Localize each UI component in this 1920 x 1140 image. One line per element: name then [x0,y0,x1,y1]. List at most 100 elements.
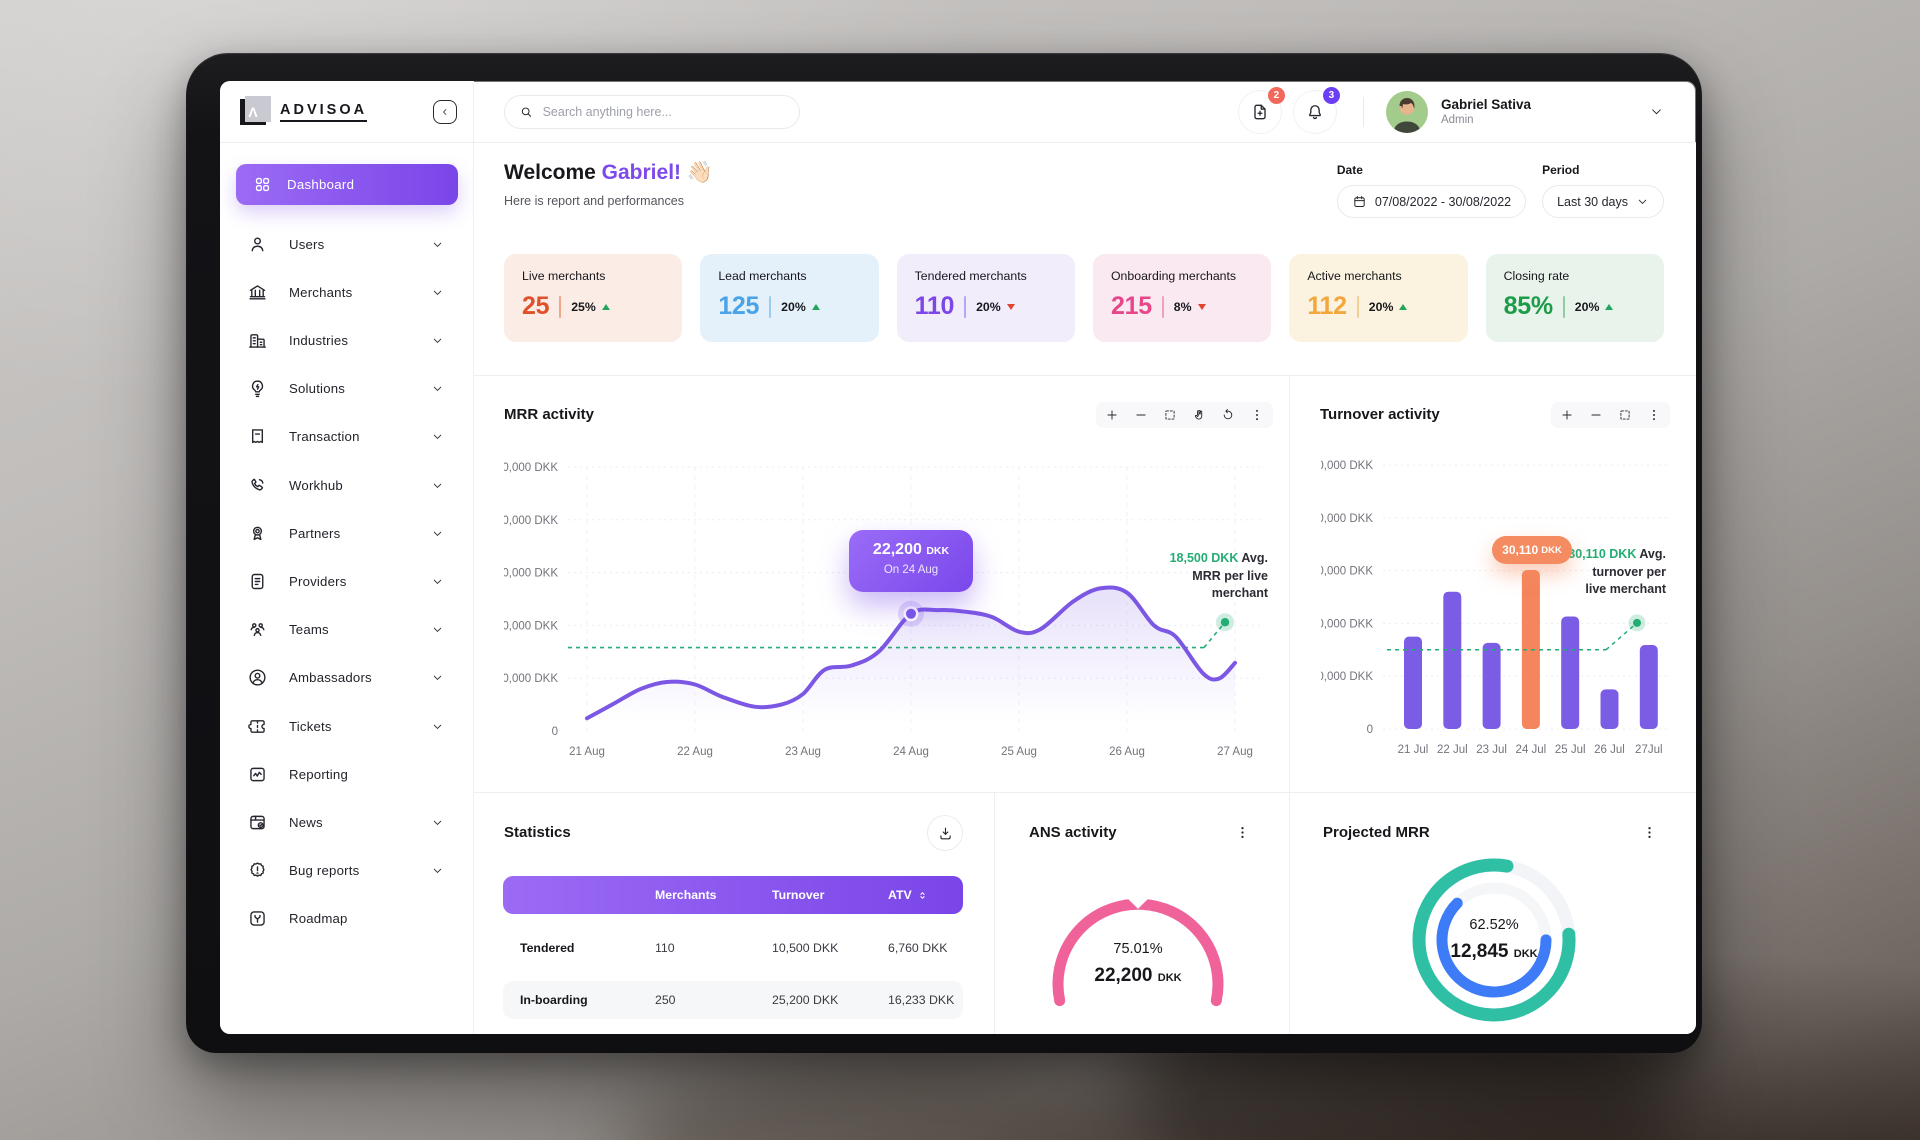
tickets-icon [248,719,265,733]
menu-dots-icon[interactable] [1249,407,1265,423]
merchants-icon [249,284,266,300]
col-turnover[interactable]: Turnover [772,888,825,902]
avatar[interactable] [1385,90,1428,133]
sidebar-item-providers[interactable]: Providers [220,557,474,605]
sidebar-item-label: Tickets [289,718,332,734]
sidebar-item-transaction[interactable]: Transaction [220,413,474,461]
brand-logo-icon: Λ [240,95,271,125]
profile-menu-toggle[interactable] [1649,104,1664,119]
sidebar-item-roadmap[interactable]: Roadmap [220,895,474,943]
svg-text:turnover per: turnover per [1592,565,1666,579]
sidebar-item-teams[interactable]: Teams [220,606,474,654]
sidebar: Λ ADVISOA Dashboard Users Merchants Industr… [220,81,474,1034]
stat-card-label: Closing rate [1503,269,1570,283]
search-bar[interactable] [504,94,800,129]
stat-card-value: 112 [1307,292,1347,320]
kebab-menu-icon[interactable] [1640,823,1658,841]
sidebar-item-label: Ambassadors [289,670,372,686]
date-label: Date [1336,163,1363,177]
reporting-icon [250,767,265,782]
chevron-down-icon [433,676,442,681]
row-turnover: 10,500 DKK [772,941,839,955]
stat-card-label: Active merchants [1307,269,1402,283]
svg-text:live merchant: live merchant [1585,582,1666,596]
sidebar-item-label: Industries [289,332,349,348]
notifications-button[interactable]: 3 [1292,86,1340,134]
menu-dots-icon[interactable] [1646,407,1662,423]
reset-zoom-icon[interactable] [1220,407,1236,423]
table-row-tendered[interactable]: Tendered 110 10,500 DKK 6,760 DKK [503,929,963,967]
user-name: Gabriel Sativa [1440,97,1531,112]
stat-card-change: 20% [781,300,820,314]
sidebar-item-label: Roadmap [289,911,348,927]
stat-card-change: 20% [1575,300,1614,314]
sidebar-item-bug-reports[interactable]: Bug reports [220,847,474,895]
selection-icon[interactable] [1162,407,1178,423]
sidebar-item-ambassadors[interactable]: Ambassadors [220,654,474,702]
chevron-down-icon [433,627,442,632]
sidebar-item-reporting[interactable]: Reporting [220,750,474,798]
row-atv: 16,233 DKK [888,993,955,1007]
blurred-hand-2 [620,1050,1140,1140]
sidebar-item-tickets[interactable]: Tickets [220,702,474,750]
svg-text:merchant: merchant [1212,586,1269,600]
sidebar-item-industries[interactable]: Industries [220,316,474,364]
kebab-menu-icon[interactable] [1233,823,1251,841]
svg-text:50,000 DKK: 50,000 DKK [504,462,558,474]
ans-activity-section: ANS activity 75.01% 22,200 DKK [994,793,1289,1034]
table-row-in-boarding[interactable]: In-boarding 250 25,200 DKK 16,233 DKK [503,981,963,1019]
statistics-title: Statistics [504,824,571,841]
turnover-bar-chart[interactable]: 0 10,000 DKK 20,000 DKK 30,000 DKK 40,000 DK… [1321,452,1677,764]
sidebar-item-users[interactable]: Users [220,220,474,268]
selection-icon[interactable] [1617,407,1633,423]
ans-value: 22,200 DKK [1094,965,1182,986]
svg-text:26 Aug: 26 Aug [1109,746,1145,758]
stat-card-change: 8% [1174,300,1206,314]
file-add-button[interactable]: 2 [1237,86,1285,134]
ans-gauge-chart [1052,889,1224,1007]
search-input[interactable] [542,104,785,119]
zoom-in-icon[interactable] [1104,407,1120,423]
row-turnover: 25,200 DKK [772,993,839,1007]
stat-card-label: Onboarding merchants [1110,269,1237,283]
zoom-out-icon[interactable] [1588,407,1604,423]
col-merchants[interactable]: Merchants [655,888,717,902]
sort-icon [920,891,925,899]
wave-emoji: 👋🏻 [686,161,714,184]
sidebar-collapse-button[interactable] [433,100,457,124]
stat-card-value: 110 [914,292,955,320]
zoom-in-icon[interactable] [1559,407,1575,423]
date-range-picker[interactable]: 07/08/2022 - 30/08/2022 [1336,185,1527,218]
sidebar-item-dashboard[interactable]: Dashboard [236,164,458,205]
svg-text:21 Aug: 21 Aug [569,746,605,758]
period-select[interactable]: Last 30 days [1542,185,1664,218]
svg-text:0: 0 [552,726,558,738]
user-block[interactable]: Gabriel Sativa Admin [1441,97,1531,126]
stat-card-lead-merchants: Lead merchants 125 20% [700,254,879,342]
sidebar-item-merchants[interactable]: Merchants [220,268,474,316]
stat-card-change: 20% [976,300,1015,314]
sidebar-item-label: Bug reports [289,863,360,879]
ans-activity-title: ANS activity [1029,824,1117,841]
download-button[interactable] [927,815,963,851]
col-atv[interactable]: ATV [888,888,963,902]
svg-text:10,000 DKK: 10,000 DKK [1321,671,1373,683]
chevron-down-icon [433,338,442,343]
sidebar-item-news[interactable]: News [220,798,474,846]
sidebar-item-partners[interactable]: Partners [220,509,474,557]
mrr-line-chart[interactable]: 0 10,000 DKK 20,000 DKK 30,000 DKK 40,000 DK… [504,452,1274,764]
sidebar-item-workhub[interactable]: Workhub [220,461,474,509]
chevron-down-icon [433,290,442,295]
sidebar-item-solutions[interactable]: Solutions [220,365,474,413]
svg-text:30,000 DKK: 30,000 DKK [1321,566,1373,578]
stat-card-divider [559,295,562,318]
trend-up-icon [811,303,820,310]
pan-icon[interactable] [1191,407,1207,423]
transaction-icon [251,429,264,444]
chevron-down-icon [433,531,442,536]
top-header: 2 3 [474,81,1696,143]
zoom-out-icon[interactable] [1133,407,1149,423]
mrr-activity-section: MRR activity 0 10,000 DKK 20,000 DKK 30,000… [474,376,1289,792]
svg-text:24 Aug: 24 Aug [893,746,929,758]
